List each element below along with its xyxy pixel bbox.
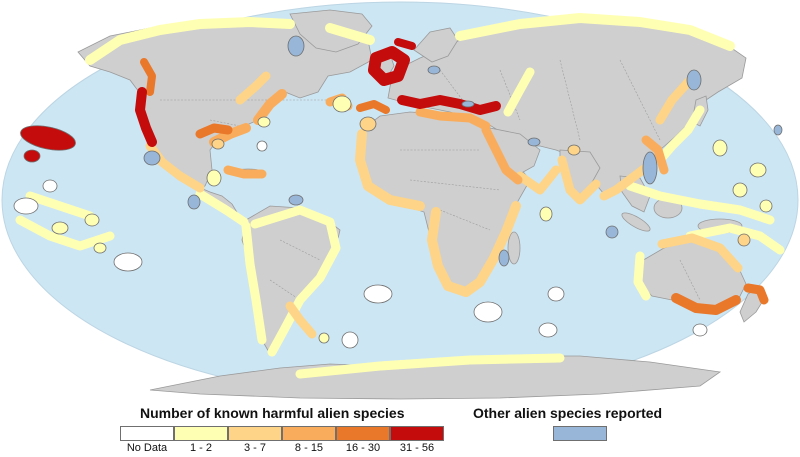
legend-swatch-2 bbox=[228, 426, 282, 441]
legend-label-5: 31 - 56 bbox=[399, 442, 435, 454]
legend-swatch-1 bbox=[174, 426, 228, 441]
nodata-9 bbox=[692, 323, 708, 337]
harmful-legend-title: Number of known harmful alien species bbox=[140, 405, 405, 421]
nodata-5 bbox=[473, 301, 503, 323]
other-blob-indian-ocean bbox=[605, 225, 619, 239]
map-svg bbox=[1, 1, 799, 400]
island-4 bbox=[712, 139, 728, 157]
legend-swatch-4 bbox=[336, 426, 390, 441]
nodata-8 bbox=[538, 322, 558, 338]
other-blob-hudson bbox=[287, 35, 305, 57]
ecoregions-other-alien bbox=[143, 35, 783, 267]
legend-label-0: No Data bbox=[126, 442, 168, 454]
nodata-3 bbox=[113, 252, 143, 272]
land-sumatra bbox=[621, 212, 651, 232]
other-blob-pacific bbox=[143, 150, 161, 166]
legend-label-4: 16 - 30 bbox=[345, 442, 381, 454]
island-1 bbox=[332, 95, 352, 113]
ecoregions-class-31-56 bbox=[135, 38, 501, 147]
island-blobs-1-2 bbox=[51, 95, 773, 344]
nodata-4 bbox=[363, 284, 393, 304]
island-7 bbox=[759, 199, 773, 213]
island-3 bbox=[539, 206, 553, 222]
other-blob-okhotsk bbox=[686, 69, 702, 91]
island-11 bbox=[206, 169, 222, 187]
legend-swatch-0 bbox=[120, 426, 174, 441]
island-13 bbox=[359, 116, 377, 132]
other-blob-nz bbox=[773, 124, 783, 136]
island-15 bbox=[737, 233, 751, 247]
other-blob-galapagos bbox=[187, 194, 201, 210]
nodata-10 bbox=[256, 140, 268, 152]
island-8 bbox=[51, 221, 69, 235]
other-blob-brazil bbox=[288, 194, 304, 206]
legend-label-3: 8 - 15 bbox=[294, 442, 324, 454]
legend-swatch-3 bbox=[282, 426, 336, 441]
island-6 bbox=[732, 182, 748, 198]
ecoregions-class-1-2 bbox=[15, 13, 785, 379]
island-2 bbox=[257, 116, 271, 128]
island-16 bbox=[567, 144, 581, 156]
nodata-1 bbox=[13, 197, 39, 215]
hawaii-blob-1 bbox=[20, 125, 76, 151]
nodata-2 bbox=[42, 179, 58, 193]
ecoregions-class-16-30 bbox=[140, 58, 769, 315]
island-blobs-no-data bbox=[13, 140, 708, 349]
island-14 bbox=[211, 138, 225, 150]
other-species-swatch bbox=[553, 426, 607, 441]
other-blob-black-sea bbox=[461, 100, 475, 108]
other-blob-bay-bengal bbox=[642, 151, 658, 185]
island-9 bbox=[84, 213, 100, 227]
other-blob-baltic bbox=[427, 65, 441, 75]
island-5 bbox=[749, 162, 767, 178]
other-legend-title: Other alien species reported bbox=[473, 405, 663, 421]
legend: Number of known harmful alien species Ot… bbox=[0, 400, 800, 457]
legend-label-1: 1 - 2 bbox=[189, 442, 212, 454]
other-blob-madagascar bbox=[498, 249, 510, 267]
hawaii-hotspot bbox=[20, 125, 76, 163]
other-blob-persian bbox=[527, 137, 541, 147]
nodata-7 bbox=[341, 331, 359, 349]
nodata-6 bbox=[547, 286, 565, 302]
world-map bbox=[1, 1, 799, 400]
island-12 bbox=[318, 332, 330, 344]
land-antarctica bbox=[149, 355, 722, 400]
island-blobs-3-7 bbox=[211, 116, 751, 247]
legend-swatch-5 bbox=[390, 426, 444, 441]
legend-label-2: 3 - 7 bbox=[243, 442, 266, 454]
land-madagascar bbox=[507, 231, 521, 265]
island-10 bbox=[93, 242, 107, 254]
hawaii-blob-2 bbox=[23, 149, 41, 163]
